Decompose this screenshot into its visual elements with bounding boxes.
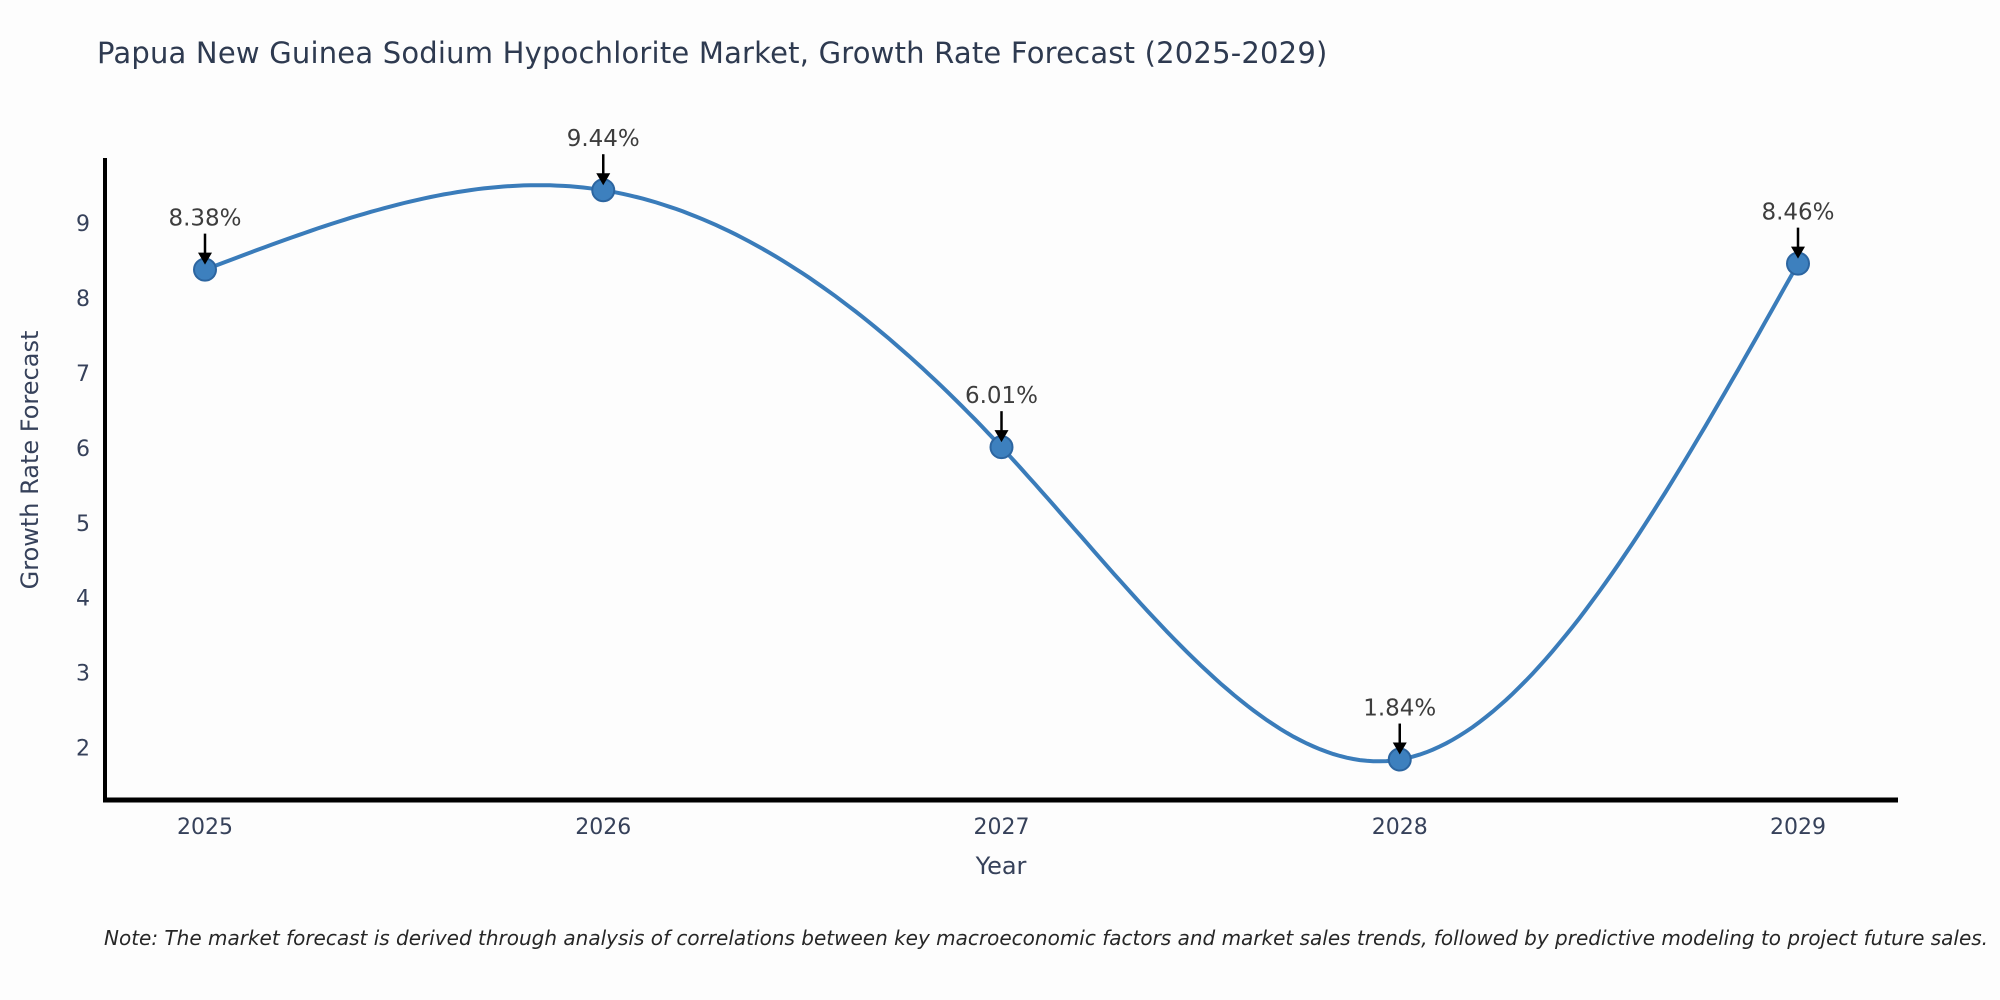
y-tick-label: 6 [76,437,90,462]
trend-line [203,183,1800,764]
y-tick-label: 8 [76,287,90,312]
x-tick-label: 2027 [974,815,1030,840]
y-tick-label: 7 [76,362,90,387]
annotation-arrowhead [198,252,212,265]
annotation-label: 8.38% [168,206,241,232]
y-tick-label: 5 [76,512,90,537]
annotation-arrowhead [1791,246,1805,259]
annotation-label: 9.44% [567,126,640,152]
y-tick-label: 3 [76,662,90,687]
x-tick-label: 2028 [1372,815,1428,840]
y-tick-label: 9 [76,212,90,237]
annotation-arrowhead [596,173,611,186]
footnote: Note: The market forecast is derived thr… [104,926,1989,950]
x-tick-label: 2025 [177,815,233,840]
annotation-label: 6.01% [965,383,1038,409]
x-tick-label: 2029 [1770,815,1826,840]
y-tick-label: 4 [76,587,90,612]
x-tick-label: 2026 [575,815,631,840]
annotation-arrowhead [994,430,1009,443]
y-tick-label: 2 [76,737,90,762]
x-axis-title: Year [975,852,1027,880]
y-axis-title: Growth Rate Forecast [16,330,44,590]
annotation-arrowhead [1392,742,1407,755]
annotation-label: 8.46% [1761,200,1834,226]
annotation-label: 1.84% [1363,696,1436,722]
chart-title: Papua New Guinea Sodium Hypochlorite Mar… [97,36,1328,70]
